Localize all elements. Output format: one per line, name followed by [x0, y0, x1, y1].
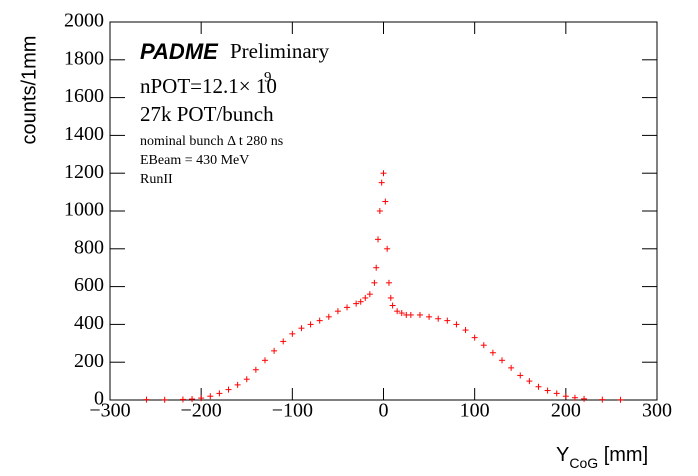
data-point — [535, 383, 542, 390]
x-tick-label: −200 — [181, 400, 222, 422]
data-point — [376, 208, 383, 214]
data-point — [161, 396, 168, 403]
data-point — [489, 349, 496, 356]
x-title-unit: [mm] — [598, 444, 648, 466]
data-point — [617, 396, 624, 403]
x-title-sub: CoG — [569, 455, 598, 471]
data-point — [562, 393, 569, 400]
data-point — [571, 394, 578, 401]
x-tick-label: 200 — [551, 400, 581, 422]
data-point — [189, 396, 196, 403]
data-point — [307, 321, 314, 328]
data-point — [426, 313, 433, 320]
y-tick-label: 400 — [74, 312, 104, 334]
beam-label: EBeam = 430 MeV — [140, 153, 249, 168]
data-point — [344, 304, 351, 311]
data-point — [526, 378, 533, 385]
x-tick-label: −100 — [272, 400, 313, 422]
data-point — [325, 313, 332, 320]
data-point — [380, 170, 387, 177]
data-point — [599, 396, 606, 403]
data-point — [252, 366, 259, 373]
data-point — [471, 334, 478, 341]
data-point — [298, 325, 305, 332]
data-point — [553, 390, 560, 397]
npot-exponent: 9 — [264, 69, 272, 85]
data-point — [378, 179, 385, 186]
data-point — [234, 381, 241, 388]
data-point — [271, 347, 278, 354]
y-tick-label: 1800 — [64, 47, 104, 69]
experiment-label: PADME — [140, 39, 219, 64]
y-tick-label: 0 — [94, 388, 104, 410]
data-point — [407, 311, 414, 318]
spacing-label: nominal bunch Δ t 280 ns — [140, 134, 283, 149]
data-point — [462, 327, 469, 334]
data-point — [353, 300, 360, 307]
data-point — [371, 279, 378, 286]
data-point — [453, 321, 460, 328]
data-point — [243, 376, 250, 383]
status-label: Preliminary — [230, 39, 330, 63]
data-point — [179, 396, 186, 403]
data-point — [216, 390, 223, 397]
data-point — [394, 308, 401, 315]
data-point — [581, 395, 588, 402]
data-point — [280, 338, 287, 345]
x-axis-title: YCoG [mm] — [556, 444, 648, 470]
data-point — [198, 395, 205, 402]
data-point — [289, 330, 296, 337]
data-point — [389, 302, 396, 309]
x-tick-label: 0 — [379, 400, 389, 422]
data-point — [435, 315, 442, 322]
y-tick-label: 800 — [74, 236, 104, 258]
data-point — [398, 310, 405, 317]
data-point — [444, 317, 451, 324]
x-tick-label: −300 — [89, 400, 130, 422]
bunch-label: 27k POT/bunch — [140, 102, 274, 126]
y-tick-label: 2000 — [64, 10, 104, 32]
x-title-main: Y — [556, 444, 569, 466]
data-point — [373, 264, 380, 271]
data-point — [357, 298, 364, 305]
data-point — [382, 198, 389, 205]
y-tick-label: 200 — [74, 350, 104, 372]
data-point — [362, 294, 369, 301]
data-point — [499, 357, 506, 364]
x-tick-label: 300 — [642, 400, 672, 422]
data-point — [225, 386, 232, 393]
data-point — [480, 342, 487, 349]
y-tick-label: 1200 — [64, 161, 104, 183]
data-point — [416, 311, 423, 318]
x-tick-label: 100 — [460, 400, 490, 422]
y-tick-label: 1400 — [64, 123, 104, 145]
data-point — [366, 291, 373, 298]
data-point — [387, 294, 394, 301]
data-point — [261, 357, 268, 364]
data-point — [316, 317, 323, 324]
npot-label: nPOT=12.1× 10 — [140, 74, 277, 98]
data-point — [385, 279, 392, 286]
y-tick-label: 1600 — [64, 85, 104, 107]
data-point — [508, 364, 515, 371]
data-point — [334, 308, 341, 315]
y-tick-label: 1000 — [64, 199, 104, 221]
run-label: RunII — [140, 172, 173, 187]
data-point — [143, 396, 150, 403]
data-point — [517, 372, 524, 379]
data-point — [544, 387, 551, 394]
data-point — [375, 236, 382, 243]
y-axis-title: counts/1mm — [18, 36, 40, 145]
data-point — [384, 245, 391, 252]
y-tick-label: 600 — [74, 274, 104, 296]
data-point — [207, 393, 214, 400]
